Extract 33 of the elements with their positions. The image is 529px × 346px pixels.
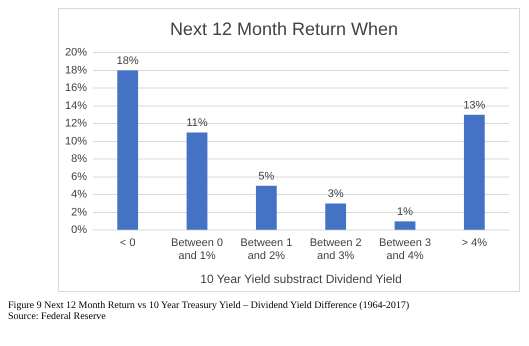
- y-tick-label: 14%: [64, 100, 88, 112]
- y-tick-label: 16%: [64, 82, 88, 94]
- y-tick-label: 12%: [64, 118, 88, 130]
- x-tick-label: Between 3 and 4%: [379, 236, 431, 262]
- bar: [186, 132, 208, 230]
- bar: [325, 204, 346, 230]
- bar: [464, 114, 485, 230]
- data-label: 1%: [397, 206, 414, 218]
- x-tick-label: < 0: [120, 236, 136, 249]
- caption: Figure 9 Next 12 Month Return vs 10 Year Treasury Yield – Dividend Yield Difference (1964-2017): [8, 300, 410, 311]
- x-tick-label: > 4%: [462, 236, 488, 249]
- y-tick-label: 18%: [64, 64, 88, 76]
- y-tick-label: 6%: [71, 170, 88, 183]
- data-label: 3%: [328, 188, 344, 200]
- bar: [256, 186, 277, 230]
- source-note: Source: Federal Reserve: [8, 311, 107, 322]
- bar: [117, 70, 138, 230]
- x-tick-label: Between 1 and 2%: [240, 236, 292, 262]
- data-label: 18%: [116, 54, 139, 67]
- y-tick-label: 0%: [71, 224, 88, 236]
- data-label: 11%: [186, 117, 208, 130]
- x-tick-label: Between 2 and 3%: [310, 236, 362, 262]
- y-tick-label: 10%: [64, 135, 88, 148]
- chart-title: Next 12 Month Return When: [170, 18, 398, 39]
- y-tick-label: 8%: [71, 153, 88, 166]
- data-label: 13%: [463, 99, 486, 112]
- x-axis-title: 10 Year Yield substract Dividend Yield: [200, 272, 402, 286]
- y-tick-label: 20%: [64, 46, 88, 59]
- data-label: 5%: [258, 170, 275, 182]
- bar: [394, 221, 416, 230]
- y-tick-label: 2%: [71, 206, 88, 218]
- x-tick-label: Between 0 and 1%: [171, 236, 224, 262]
- y-tick-label: 4%: [71, 188, 88, 201]
